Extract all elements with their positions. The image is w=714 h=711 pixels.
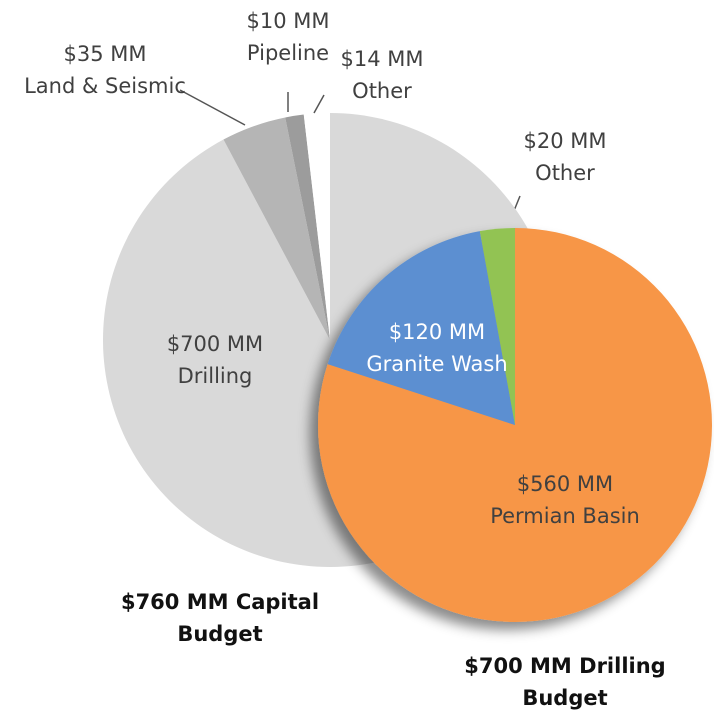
pie-slice (479, 228, 515, 425)
slice-label: Pipeline (247, 41, 329, 65)
pie-slice (327, 231, 515, 425)
pie (317, 228, 713, 623)
slice-label: Other (352, 79, 412, 103)
value-label: $10 MM (247, 9, 330, 33)
leader-line (313, 94, 325, 114)
value-label: $700 MM (167, 332, 263, 356)
slice-label: Other (535, 161, 595, 185)
value-label: $560 MM (517, 472, 613, 496)
value-label: $14 MM (341, 47, 424, 71)
leader-line (179, 89, 246, 126)
slice-label: Drilling (178, 364, 253, 388)
slice-label: Granite Wash (366, 352, 507, 376)
slice-label: Permian Basin (490, 504, 640, 528)
pie-slice (303, 113, 330, 340)
value-label: $20 MM (524, 129, 607, 153)
chart-title: $700 MM Drilling Budget (464, 654, 666, 710)
pie-slice (285, 114, 330, 340)
value-label: $35 MM (64, 42, 147, 66)
value-label: $120 MM (389, 320, 485, 344)
pie-slice (317, 228, 713, 623)
chart-title: $760 MM Capital Budget (120, 590, 320, 646)
slice-label: Land & Seismic (24, 74, 186, 98)
pie-slice (223, 117, 330, 340)
